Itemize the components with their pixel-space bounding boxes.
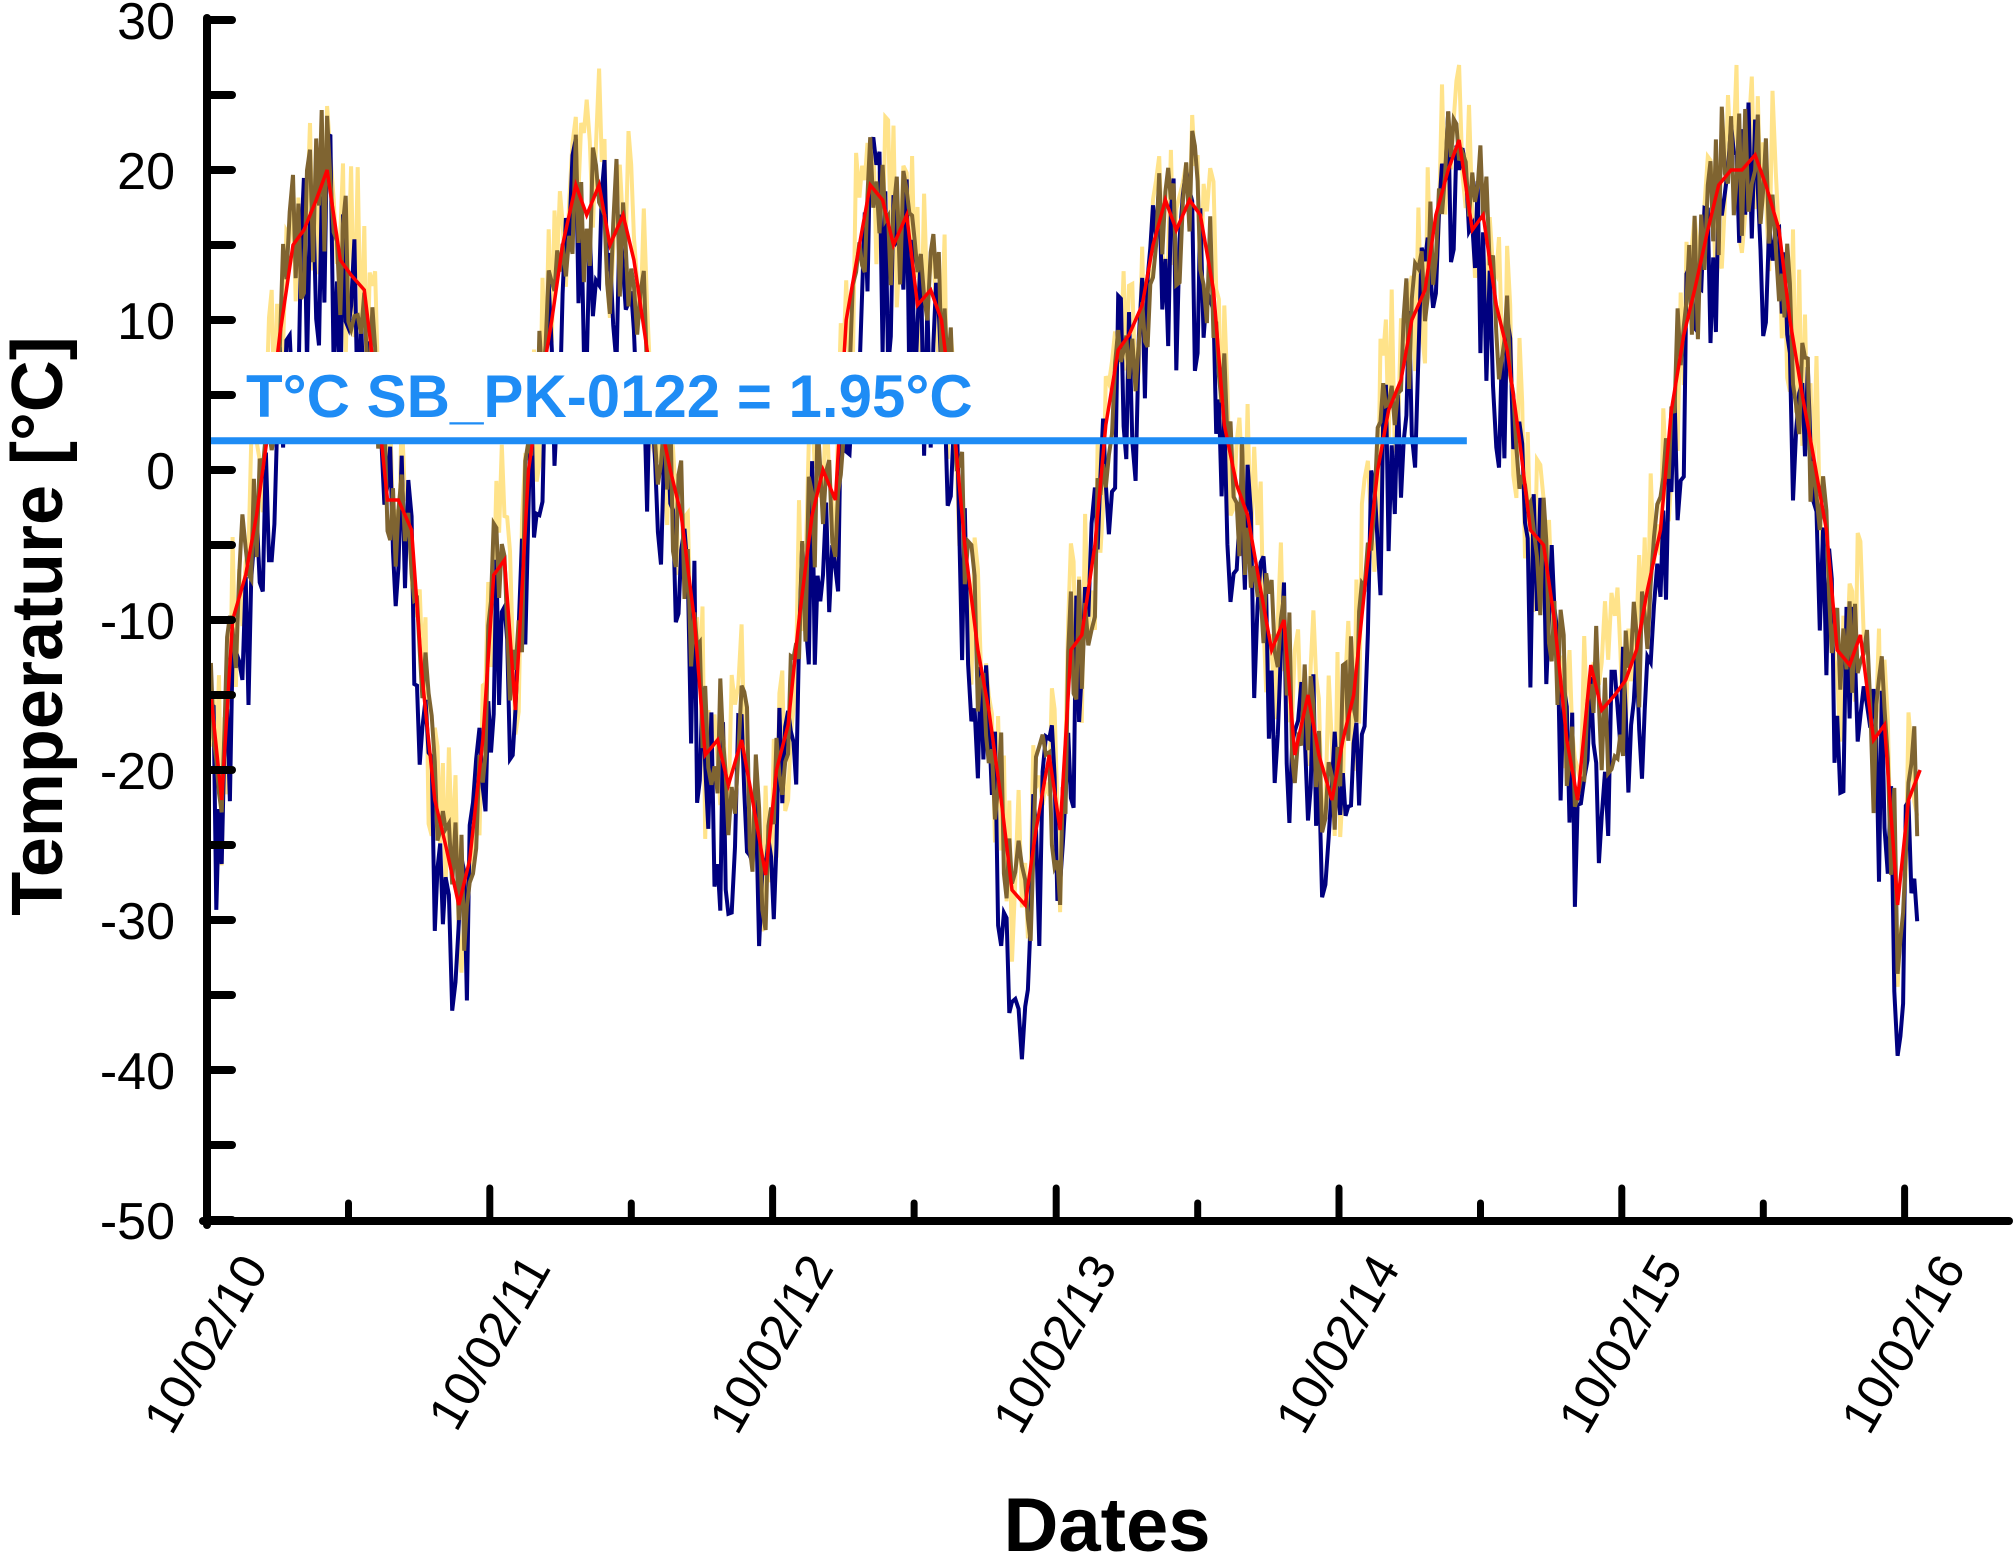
smoothed-temperature-series xyxy=(209,139,1922,910)
y-tick-label: 0 xyxy=(146,443,175,501)
y-tick-label: 20 xyxy=(117,143,175,201)
x-tick-label: 10/02/15 xyxy=(1548,1246,1694,1443)
y-tick-label: 10 xyxy=(117,293,175,351)
y-tick-label: -40 xyxy=(100,1043,175,1101)
x-axis-title: Dates xyxy=(1004,1483,1211,1559)
x-tick-label: 10/02/16 xyxy=(1830,1246,1976,1443)
x-tick-label: 10/02/10 xyxy=(133,1246,279,1443)
series-layer xyxy=(208,64,1922,1060)
daily-temperature-series-1 xyxy=(209,102,1920,1060)
y-ticks: 30 20 10 0 -10 -20 -30 -40 -50 xyxy=(100,0,236,1251)
daily-temperature-series-2 xyxy=(208,106,1920,974)
annotation-background xyxy=(212,352,1068,438)
y-axis-title: Temperature [°C] xyxy=(0,336,78,916)
x-tick-label: 10/02/11 xyxy=(417,1246,561,1439)
x-ticks: 10/02/10 10/02/11 10/02/12 10/02/13 10/02/14… xyxy=(133,1184,1976,1443)
y-tick-label: -20 xyxy=(100,743,175,801)
y-tick-label: -50 xyxy=(100,1193,175,1251)
y-tick-label: -30 xyxy=(100,893,175,951)
x-tick-label: 10/02/12 xyxy=(698,1246,844,1443)
x-tick-label: 10/02/13 xyxy=(982,1246,1128,1443)
y-tick-label: 30 xyxy=(117,0,175,51)
y-tick-label: -10 xyxy=(100,593,175,651)
reference-line-label: T°C SB_PK-0122 = 1.95°C xyxy=(246,363,973,430)
x-tick-label: 10/02/14 xyxy=(1265,1246,1411,1443)
